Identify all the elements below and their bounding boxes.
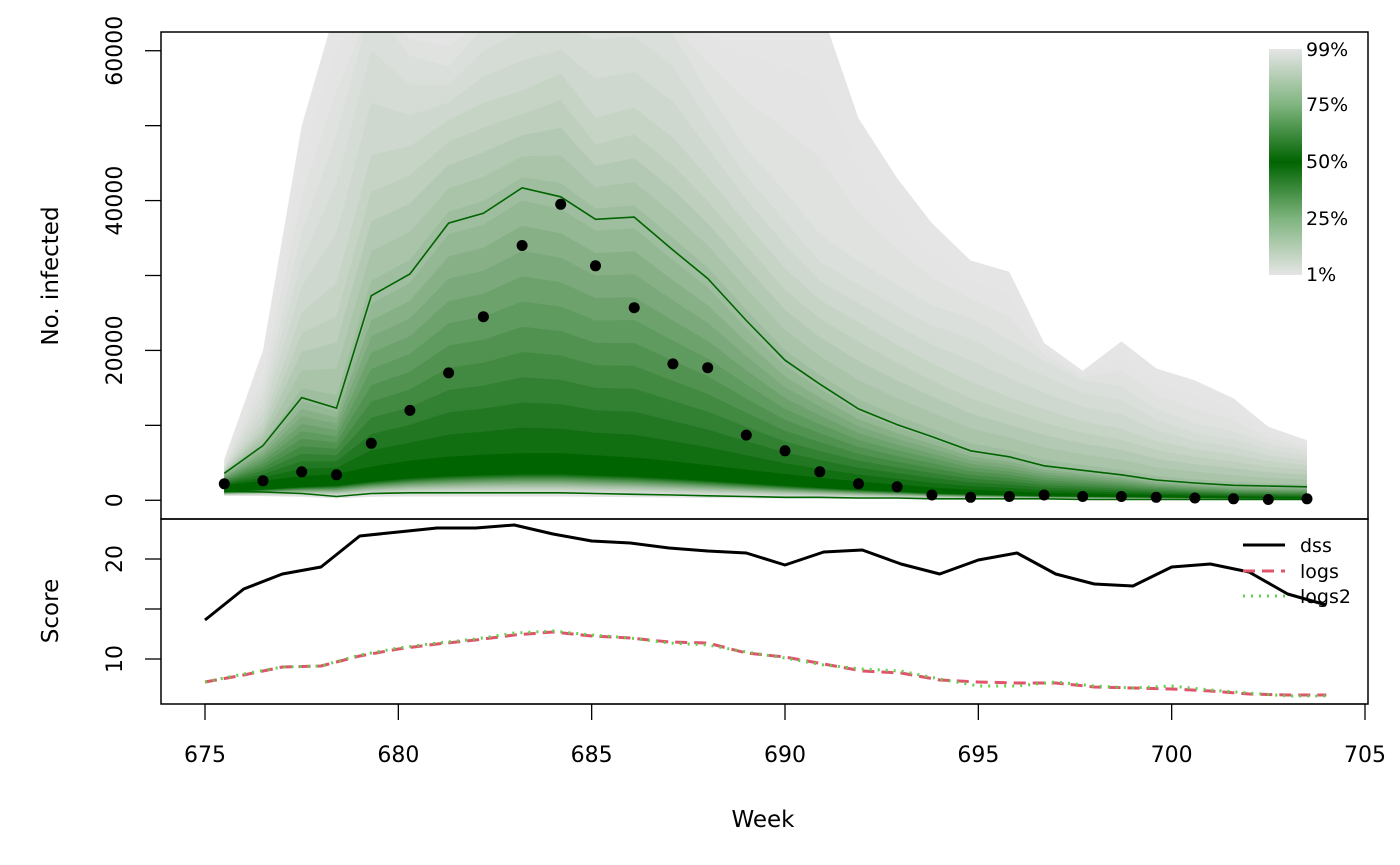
x-tick-label: 685 <box>571 743 613 768</box>
fan-legend-gradient <box>1269 49 1302 275</box>
observed-point <box>1077 491 1089 502</box>
observed-point <box>1189 492 1201 504</box>
score-y-axis: 10 20 <box>103 545 161 673</box>
observed-point <box>853 478 864 490</box>
legend-label-logs2: logs2 <box>1300 586 1351 608</box>
fan-panel: 0 20000 40000 60000 No. infected 99% 75% 50… <box>38 16 1369 520</box>
score-panel: 10 20 Score 675 680 685 690 695 700 705 Week ds… <box>38 518 1386 833</box>
observed-point <box>1038 489 1050 501</box>
x-tick-label: 700 <box>1151 743 1193 768</box>
observed-point <box>516 240 528 251</box>
x-tick-label: 675 <box>184 743 226 768</box>
score-y-axis-title: Score <box>38 579 64 643</box>
observed-point <box>1228 493 1239 505</box>
score-line-logs2 <box>204 629 1327 698</box>
legend-label-dss: dss <box>1300 535 1332 557</box>
fan-legend-label-75: 75% <box>1306 94 1348 116</box>
legend-label-logs: logs <box>1300 561 1339 583</box>
observed-points <box>218 198 1313 505</box>
week-x-axis: 675 680 685 690 695 700 705 <box>184 703 1386 768</box>
fan-lower-quantile-line <box>224 490 1307 501</box>
score-line-logs <box>204 630 1327 697</box>
observed-point <box>555 198 567 210</box>
fan-legend: 99% 75% 50% 25% 1% <box>1269 39 1348 286</box>
x-tick-label: 680 <box>377 743 419 768</box>
observed-point <box>1003 491 1015 502</box>
observed-point <box>628 302 640 314</box>
observed-point <box>702 362 714 374</box>
fan-quantile-lines <box>223 186 1308 501</box>
fan-upper-quantile-line <box>223 186 1308 488</box>
observed-point <box>779 445 791 457</box>
x-tick-label: 695 <box>957 743 999 768</box>
observed-point <box>926 489 938 501</box>
observed-point <box>1115 491 1127 502</box>
observed-point <box>477 311 489 323</box>
x-axis-title: Week <box>731 807 795 833</box>
observed-point <box>296 466 308 478</box>
fan-y-tick-label: 20000 <box>103 315 128 385</box>
fan-band-20 <box>224 427 1307 499</box>
observed-point <box>590 260 601 272</box>
observed-point <box>257 475 269 487</box>
observed-point <box>404 404 416 416</box>
score-line-dss <box>204 523 1327 622</box>
fan-legend-label-1: 1% <box>1306 264 1336 286</box>
fan-y-tick-label: 0 <box>103 493 128 507</box>
fan-y-tick-label: 40000 <box>103 166 128 236</box>
observed-point <box>891 481 903 493</box>
fan-legend-label-25: 25% <box>1306 208 1348 230</box>
fan-band-21 <box>224 453 1307 499</box>
score-lines <box>204 523 1327 698</box>
observed-point <box>443 367 455 379</box>
fan-legend-label-50: 50% <box>1306 151 1348 173</box>
score-y-tick-label: 20 <box>103 545 128 573</box>
score-y-tick-label: 10 <box>103 645 128 673</box>
score-panel-frame <box>160 518 1369 705</box>
fan-y-axis: 0 20000 40000 60000 <box>103 16 161 507</box>
fan-y-axis-title: No. infected <box>38 206 64 345</box>
fan-bands <box>224 32 1307 500</box>
score-legend: dss logs logs2 <box>1243 535 1351 608</box>
fan-y-tick-label: 60000 <box>103 16 128 86</box>
x-tick-label: 690 <box>764 743 806 768</box>
fan-legend-label-99: 99% <box>1306 39 1348 61</box>
observed-point <box>965 491 977 503</box>
observed-point <box>1150 491 1162 503</box>
observed-point <box>218 478 230 490</box>
observed-point <box>1262 494 1274 505</box>
observed-point <box>667 358 679 370</box>
observed-point <box>331 469 342 481</box>
observed-point <box>740 429 752 441</box>
observed-point <box>1301 493 1313 505</box>
x-tick-label: 705 <box>1344 743 1386 768</box>
observed-point <box>814 466 826 478</box>
observed-point <box>365 437 377 449</box>
